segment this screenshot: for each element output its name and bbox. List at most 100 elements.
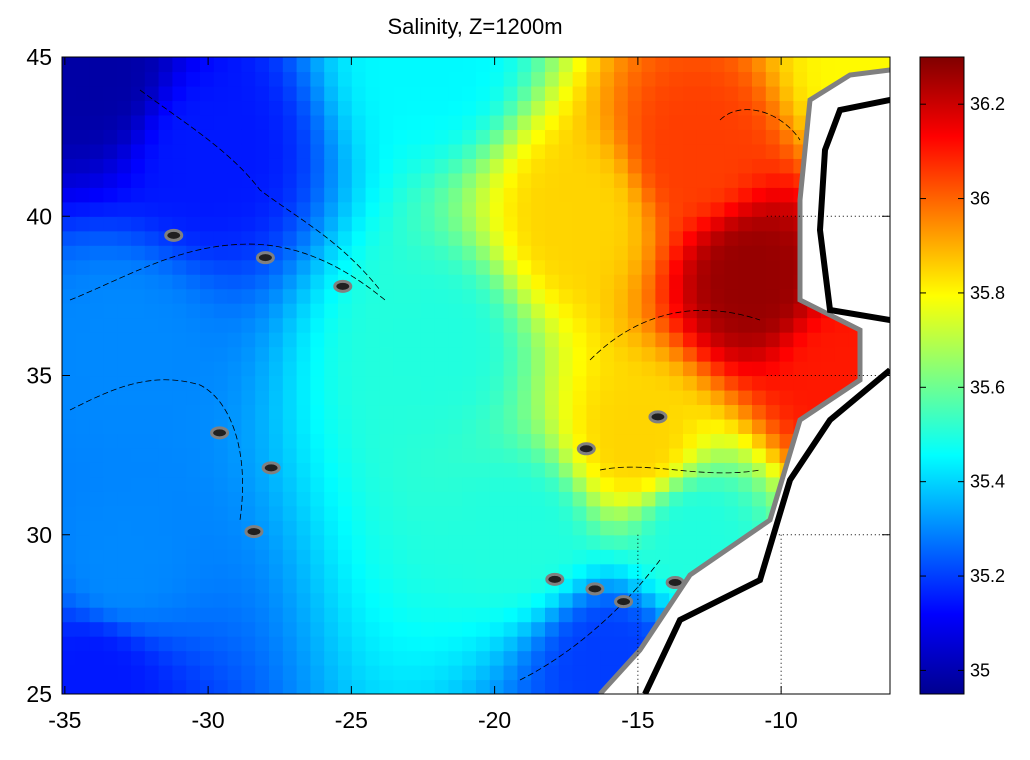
heatmap-cell (296, 303, 311, 319)
heatmap-cell (476, 592, 491, 608)
heatmap-cell (669, 346, 684, 362)
heatmap-cell (324, 418, 339, 435)
heatmap-cell (365, 230, 380, 246)
heatmap-cell (779, 389, 794, 406)
heatmap-cell (186, 317, 201, 333)
heatmap-cell (379, 592, 394, 608)
heatmap-cell (448, 71, 463, 87)
heatmap-cell (669, 549, 684, 565)
heatmap-cell (131, 216, 146, 232)
x-axis: -35 -30 -25 -20 -15 -10 (48, 57, 798, 733)
heatmap-cell (62, 563, 77, 579)
heatmap-cell (489, 216, 505, 232)
heatmap-cell (241, 375, 256, 391)
heatmap-cell (338, 520, 353, 536)
heatmap-cell (545, 245, 560, 261)
heatmap-cell (779, 245, 794, 261)
heatmap-cell (476, 621, 491, 637)
heatmap-cell (158, 447, 173, 463)
heatmap-cell (131, 462, 146, 478)
heatmap-cell (517, 216, 532, 232)
heatmap-cell (476, 100, 491, 116)
heatmap-cell (186, 447, 201, 463)
y-tick-label: 30 (26, 522, 52, 548)
heatmap-cell (131, 418, 146, 435)
heatmap-cell (310, 317, 325, 333)
heatmap-cell (572, 679, 587, 694)
heatmap-cell (489, 303, 505, 319)
heatmap-cell (75, 607, 91, 623)
heatmap-cell (627, 549, 643, 565)
heatmap-cell (545, 230, 560, 246)
heatmap-cell (779, 317, 794, 333)
heatmap-cell (531, 375, 546, 391)
heatmap-cell (696, 114, 712, 130)
heatmap-cell (351, 129, 367, 145)
heatmap-cell (103, 201, 118, 217)
heatmap-cell (117, 143, 132, 159)
heatmap-cell (338, 85, 353, 102)
colorbar-tick-label: 35.2 (970, 566, 1005, 586)
heatmap-cell (655, 389, 670, 406)
heatmap-cell (531, 57, 546, 73)
heatmap-cell (765, 375, 781, 391)
heatmap-cell (131, 71, 146, 87)
heatmap-cell (213, 592, 229, 608)
heatmap-cell (269, 520, 284, 536)
heatmap-cell (434, 230, 449, 246)
heatmap-cell (89, 621, 104, 637)
heatmap-cell (476, 230, 491, 246)
heatmap-cell (531, 389, 546, 406)
heatmap-cell (200, 172, 215, 188)
heatmap-cell (351, 665, 367, 681)
heatmap-cell (117, 85, 132, 102)
heatmap-cell (324, 563, 339, 579)
heatmap-cell (241, 578, 256, 594)
heatmap-cell (476, 274, 491, 290)
heatmap-cell (379, 274, 394, 290)
heatmap-cell (531, 679, 546, 694)
heatmap-cell (572, 491, 587, 507)
heatmap-cell (738, 361, 753, 377)
heatmap-cell (765, 404, 781, 420)
heatmap-cell (503, 245, 518, 261)
heatmap-cell (683, 520, 698, 536)
heatmap-cell (296, 549, 311, 565)
heatmap-cell (407, 491, 422, 507)
heatmap-cell (338, 447, 353, 463)
heatmap-cell (338, 607, 353, 623)
heatmap-cell (75, 288, 91, 304)
heatmap-cell (213, 346, 229, 362)
heatmap-cell (462, 404, 477, 420)
heatmap-cell (503, 129, 518, 145)
heatmap-cell (614, 288, 629, 304)
colorbar-tick-label: 35.6 (970, 377, 1005, 397)
heatmap-cell (462, 100, 477, 116)
heatmap-cell (393, 563, 408, 579)
heatmap-cell (131, 114, 146, 130)
heatmap-cell (641, 201, 656, 217)
heatmap-cell (669, 505, 684, 521)
heatmap-cell (517, 375, 532, 391)
heatmap-cell (393, 114, 408, 130)
heatmap-cell (144, 303, 160, 319)
heatmap-cell (379, 71, 394, 87)
heatmap-cell (724, 172, 739, 188)
heatmap-cell (614, 607, 629, 623)
heatmap-cell (296, 100, 311, 116)
heatmap-cell (489, 100, 505, 116)
heatmap-cell (310, 621, 325, 637)
heatmap-cell (310, 332, 325, 348)
heatmap-cell (365, 636, 380, 652)
heatmap-cell (683, 491, 698, 507)
heatmap-cell (172, 216, 187, 232)
heatmap-cell (365, 665, 380, 681)
heatmap-cell (710, 230, 725, 246)
heatmap-cell (89, 375, 104, 391)
heatmap-cell (144, 274, 160, 290)
heatmap-cell (779, 375, 794, 391)
heatmap-cell (572, 201, 587, 217)
heatmap-cell (669, 85, 684, 102)
heatmap-cell (558, 665, 574, 681)
heatmap-cell (255, 491, 270, 507)
